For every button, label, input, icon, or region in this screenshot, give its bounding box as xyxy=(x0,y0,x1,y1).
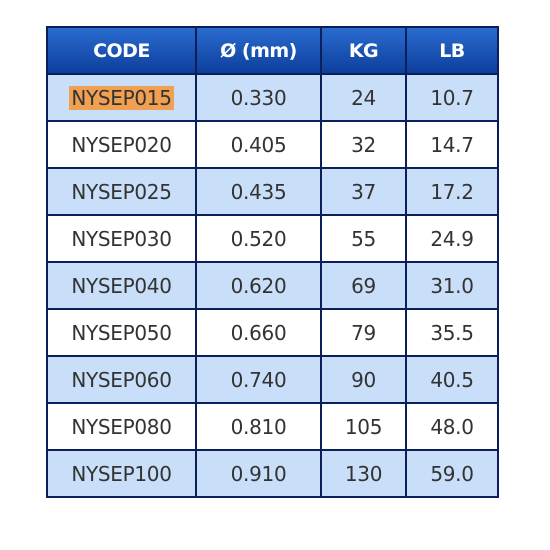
table-row: NYSEP015 0.330 24 10.7 xyxy=(46,73,499,122)
table-row: NYSEP100 0.910 130 59.0 xyxy=(46,449,499,498)
table-cell: 0.810 xyxy=(195,402,322,451)
table-cell: NYSEP015 xyxy=(46,73,197,122)
table-head: CODE Ø (mm) KG LB xyxy=(46,26,499,75)
table-wrapper: CODE Ø (mm) KG LB NYSEP015 0.330 24 10.7 NYSEP0… xyxy=(46,26,499,498)
table-cell: NYSEP100 xyxy=(46,449,197,498)
highlighted-code: NYSEP015 xyxy=(69,85,174,110)
table-cell: 0.660 xyxy=(195,308,322,357)
table-cell: 37 xyxy=(320,167,407,216)
table-cell: 40.5 xyxy=(405,355,499,404)
table-cell: 130 xyxy=(320,449,407,498)
table-body: NYSEP015 0.330 24 10.7 NYSEP020 0.405 32 14.7 NY… xyxy=(46,73,499,498)
table-cell: NYSEP050 xyxy=(46,308,197,357)
table-row: NYSEP020 0.405 32 14.7 xyxy=(46,120,499,169)
table-cell: 79 xyxy=(320,308,407,357)
table-cell: 69 xyxy=(320,261,407,310)
table-cell: 35.5 xyxy=(405,308,499,357)
table-cell: 0.330 xyxy=(195,73,322,122)
table-cell: 105 xyxy=(320,402,407,451)
header-cell: CODE xyxy=(46,26,197,75)
table-cell: 24 xyxy=(320,73,407,122)
table-cell: NYSEP060 xyxy=(46,355,197,404)
header-cell: KG xyxy=(320,26,407,75)
table-cell: 55 xyxy=(320,214,407,263)
table-row: NYSEP080 0.810 105 48.0 xyxy=(46,402,499,451)
table-cell: 48.0 xyxy=(405,402,499,451)
table-cell: 0.520 xyxy=(195,214,322,263)
header-cell: LB xyxy=(405,26,499,75)
header-row: CODE Ø (mm) KG LB xyxy=(46,26,499,75)
table-cell: 14.7 xyxy=(405,120,499,169)
table-row: NYSEP025 0.435 37 17.2 xyxy=(46,167,499,216)
table-cell: 32 xyxy=(320,120,407,169)
table-cell: NYSEP040 xyxy=(46,261,197,310)
table-cell: 59.0 xyxy=(405,449,499,498)
table-row: NYSEP060 0.740 90 40.5 xyxy=(46,355,499,404)
table-row: NYSEP030 0.520 55 24.9 xyxy=(46,214,499,263)
table-cell: NYSEP020 xyxy=(46,120,197,169)
table-cell: NYSEP030 xyxy=(46,214,197,263)
table-cell: 90 xyxy=(320,355,407,404)
table-cell: 17.2 xyxy=(405,167,499,216)
table-cell: 0.405 xyxy=(195,120,322,169)
table-cell: 31.0 xyxy=(405,261,499,310)
table-row: NYSEP050 0.660 79 35.5 xyxy=(46,308,499,357)
spec-table: CODE Ø (mm) KG LB NYSEP015 0.330 24 10.7 NYSEP0… xyxy=(46,26,499,498)
table-cell: 0.910 xyxy=(195,449,322,498)
table-cell: 24.9 xyxy=(405,214,499,263)
header-cell: Ø (mm) xyxy=(195,26,322,75)
table-row: NYSEP040 0.620 69 31.0 xyxy=(46,261,499,310)
table-cell: NYSEP080 xyxy=(46,402,197,451)
table-cell: 10.7 xyxy=(405,73,499,122)
table-cell: 0.740 xyxy=(195,355,322,404)
table-cell: 0.620 xyxy=(195,261,322,310)
table-cell: 0.435 xyxy=(195,167,322,216)
table-cell: NYSEP025 xyxy=(46,167,197,216)
